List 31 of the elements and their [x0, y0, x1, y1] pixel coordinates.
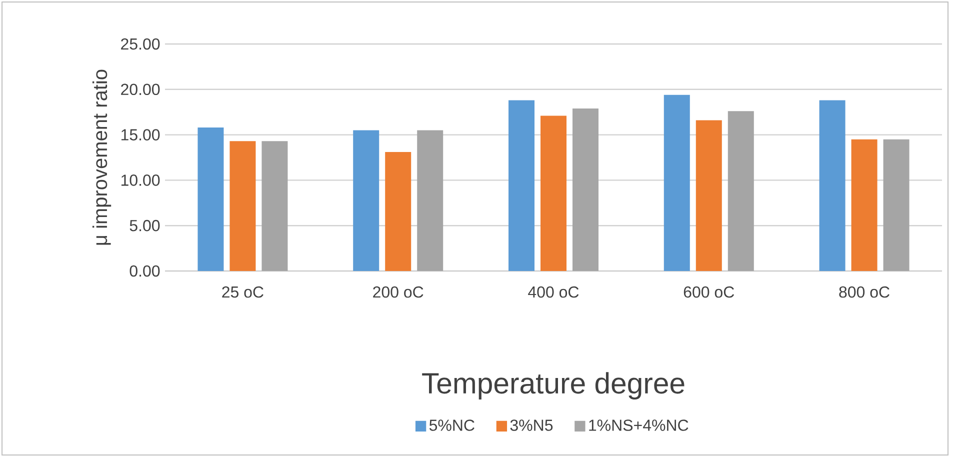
legend-label: 5%NC: [429, 420, 474, 431]
y-axis-title: μ improvement ratio: [92, 70, 112, 245]
bar: [664, 94, 690, 271]
x-tick-label: 600 oC: [684, 286, 734, 298]
bar: [417, 130, 444, 271]
bar: [728, 111, 754, 271]
bar: [353, 130, 380, 271]
legend-label: 3%N5: [510, 420, 553, 431]
bar: [230, 141, 256, 271]
bar: [851, 139, 878, 271]
bar: [198, 128, 224, 271]
y-tick-label: 0.00: [130, 265, 160, 277]
x-tick-label: 400 oC: [528, 286, 579, 298]
x-tick-label: 200 oC: [373, 286, 424, 298]
bar: [262, 141, 288, 271]
x-tick-label: 25 oC: [222, 286, 264, 298]
y-tick-label: 5.00: [130, 220, 160, 232]
bar: [696, 120, 722, 271]
bar: [819, 100, 846, 271]
x-axis-title: Temperature degree: [422, 372, 684, 400]
y-tick-label: 20.00: [121, 84, 160, 96]
legend-label: 1%NS+4%NC: [589, 420, 688, 431]
bar: [540, 116, 566, 271]
bar: [883, 139, 910, 271]
y-tick-label: 25.00: [121, 38, 160, 50]
bar: [572, 108, 598, 271]
y-tick-label: 10.00: [121, 174, 160, 186]
bar: [385, 152, 412, 271]
x-tick-label: 800 oC: [839, 286, 890, 298]
bar: [508, 100, 534, 271]
y-tick-label: 15.00: [121, 129, 160, 140]
